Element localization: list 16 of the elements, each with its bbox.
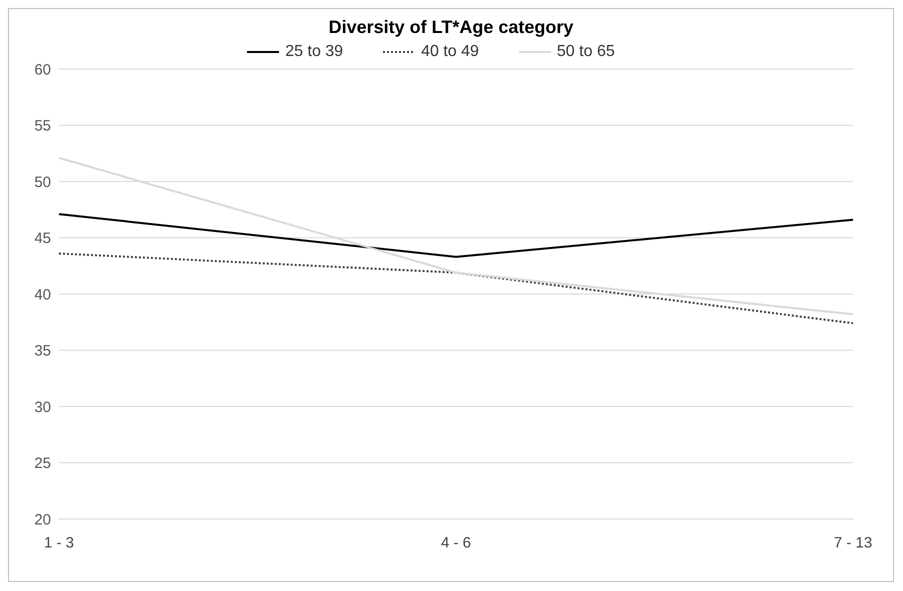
y-tick-label: 25 — [34, 455, 51, 472]
y-tick-label: 55 — [34, 118, 51, 135]
y-tick-label: 45 — [34, 230, 51, 248]
x-tick-label: 7 - 13 — [834, 534, 872, 552]
legend-label: 50 to 65 — [556, 43, 615, 61]
y-tick-label: 30 — [34, 398, 51, 416]
chart-title: Diversity of LT*Age category — [328, 17, 574, 39]
x-tick-label: 4 - 6 — [440, 534, 472, 552]
y-tick-label: 35 — [34, 342, 51, 360]
y-tick-label: 50 — [34, 174, 51, 191]
y-tick-label: 60 — [34, 61, 51, 78]
y-tick-label: 20 — [34, 511, 51, 528]
x-tick-label: 1 - 3 — [44, 534, 74, 552]
legend-label: 40 to 49 — [420, 43, 479, 61]
y-tick-label: 40 — [34, 286, 51, 304]
legend-label: 25 to 39 — [284, 43, 344, 61]
